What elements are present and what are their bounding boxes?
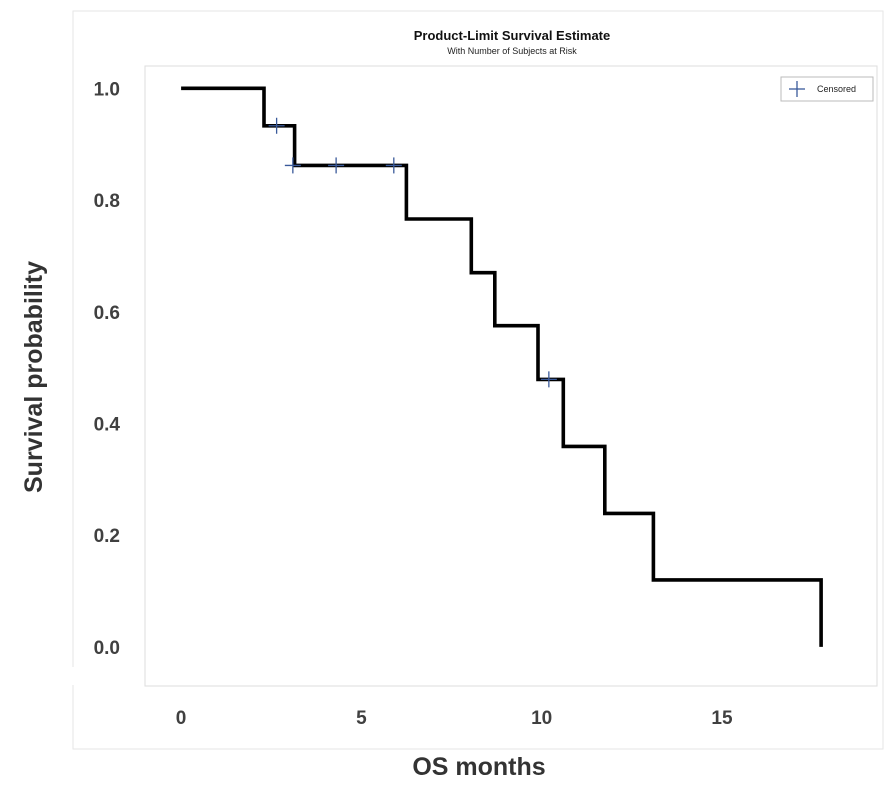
censor-mark [385, 157, 402, 174]
legend: Censored [780, 76, 874, 102]
series-layer [181, 86, 823, 647]
y-tick-label: 0.2 [94, 526, 120, 547]
censor-mark [284, 157, 301, 174]
censor-mark [268, 117, 285, 134]
axis-gap [40, 667, 144, 685]
x-tick-label: 15 [711, 708, 733, 729]
censor-mark [540, 371, 557, 388]
legend-label-censored: Censored [817, 84, 856, 94]
x-tick-label: 0 [176, 708, 187, 729]
chart-subtitle: With Number of Subjects at Risk [447, 46, 577, 56]
chart-title: Product-Limit Survival Estimate [414, 28, 611, 43]
legend-box [780, 76, 874, 102]
x-tick-labels: 0 5 10 15 [176, 708, 733, 729]
survival-curve [181, 86, 823, 647]
y-tick-label: 0.8 [94, 191, 120, 212]
y-tick-label: 0.0 [94, 638, 120, 659]
censor-marks [268, 117, 557, 388]
y-axis-label: Survival probability [20, 261, 48, 493]
y-tick-label: 0.6 [94, 303, 120, 324]
y-tick-label: 0.4 [94, 414, 121, 435]
x-axis-label: OS months [412, 753, 545, 780]
y-tick-label: 1.0 [94, 79, 120, 100]
y-tick-labels: 0.0 0.2 0.4 0.6 0.8 1.0 [94, 79, 121, 659]
outer-frame [72, 10, 884, 750]
plot-frame [144, 65, 878, 687]
x-tick-label: 5 [356, 708, 367, 729]
censor-mark [328, 157, 345, 174]
x-tick-label: 10 [531, 708, 552, 729]
